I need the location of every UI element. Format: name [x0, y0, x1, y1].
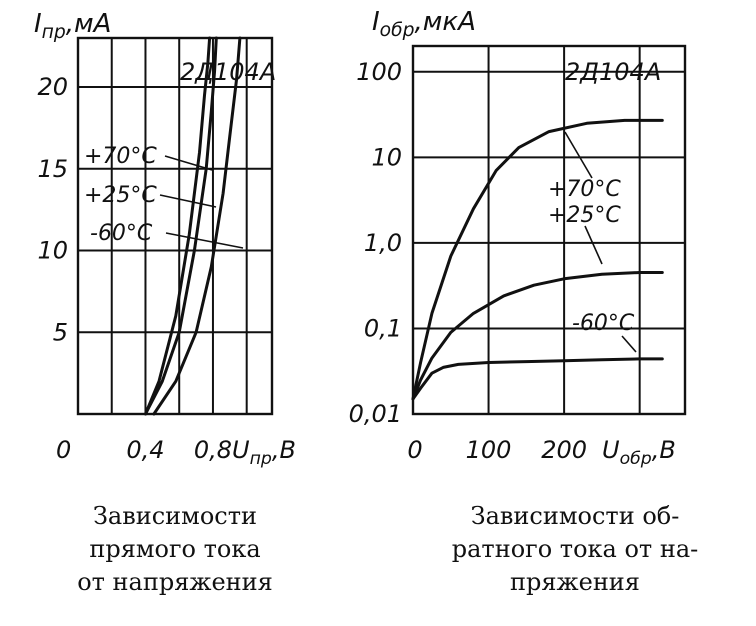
y-tick-label: 0,1 [364, 314, 402, 342]
series-line-2 [152, 36, 242, 416]
plot-frame [411, 44, 687, 416]
forward-chart: +70°C +25°C -60°C 2Д104А 5 10 15 20 0 0,4 0,8 Завис… [37, 36, 276, 596]
device-label: 2Д104А [180, 58, 276, 86]
x-tick-label: 200 [541, 436, 587, 464]
caption-line: Зависимости [93, 502, 257, 530]
y-tick-label: 1,0 [364, 229, 402, 257]
y-tick-label: 100 [356, 58, 402, 86]
label-leader [164, 155, 213, 171]
x-tick-label: 0,4 [126, 436, 164, 464]
x-axis-label: Uобр,В [602, 436, 676, 469]
series-label-2: -60°C [90, 221, 153, 246]
plot-frame [76, 36, 274, 416]
caption-line: пряжения [510, 568, 640, 596]
series-line-0 [144, 36, 212, 416]
series-label-0: +70°C [84, 144, 157, 169]
series-label-1: +25°C [84, 183, 157, 208]
y-tick-label: 10 [37, 237, 68, 265]
reverse-chart: 2Д104А +70°C+25°C -60°C 0,01 0,1 1,0 10 100 0 100… [349, 44, 698, 596]
caption-line: ратного тока от на- [452, 535, 698, 563]
series-line-1 [411, 271, 664, 401]
series-label-1: +25°C [548, 203, 621, 228]
y-tick-label: 10 [371, 143, 402, 171]
label-leader [621, 335, 637, 353]
series-line-0 [411, 118, 664, 401]
origin-label: 0 [56, 436, 71, 464]
caption-line: Зависимости об- [471, 502, 680, 530]
device-label: 2Д104А [565, 58, 661, 86]
caption-line: прямого тока [89, 535, 260, 563]
series-label-0: +70°C [548, 177, 621, 202]
label-leader [165, 232, 244, 249]
y-tick-label: 20 [37, 73, 68, 101]
y-tick-label: 15 [37, 155, 68, 183]
x-axis-label: Uпр,В [232, 436, 296, 469]
caption-line: от напряжения [77, 568, 273, 596]
label-leader [159, 194, 217, 208]
series-label-2: -60°C [572, 311, 635, 336]
y-axis-label: Iпр,мА [34, 9, 111, 43]
x-tick-label: 100 [466, 436, 512, 464]
label-leader [584, 225, 603, 265]
series-line-1 [144, 36, 218, 416]
y-tick-label: 5 [53, 318, 68, 346]
x-tick-label: 0,8 [194, 436, 232, 464]
label-leader [564, 131, 593, 179]
series-line-2 [411, 357, 664, 401]
y-tick-label: 0,01 [349, 400, 402, 428]
origin-label: 0 [407, 436, 422, 464]
y-axis-label: Iобр,мкА [372, 7, 476, 41]
